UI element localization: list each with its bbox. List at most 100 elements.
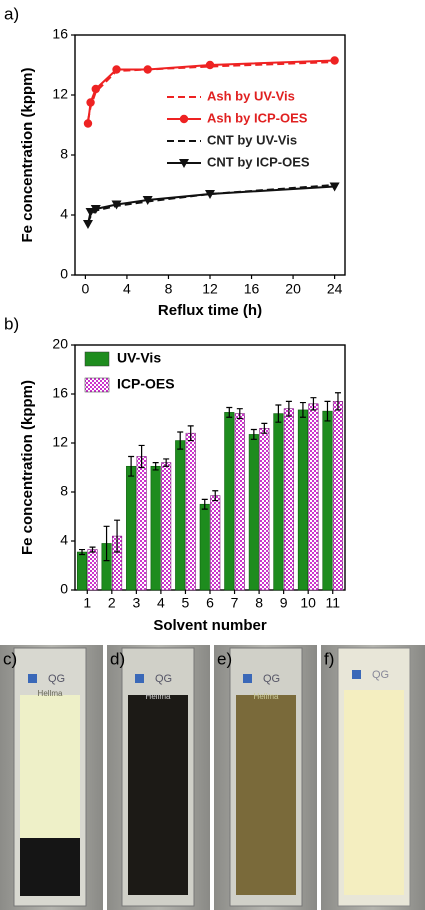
y-axis-title: Fe concentration (kppm) [19, 380, 36, 555]
error-bar [299, 401, 306, 418]
y-tick-label: 8 [60, 483, 68, 499]
x-tick-label: 2 [108, 595, 116, 611]
bar [87, 549, 98, 591]
error-bar [236, 408, 243, 420]
photo-e: QG Hellma e) [214, 645, 317, 910]
error-bar [114, 519, 121, 553]
error-bar [89, 546, 96, 553]
y-tick-label: 0 [60, 266, 68, 282]
bar [224, 412, 235, 591]
legend-marker [179, 159, 189, 168]
bar [332, 401, 344, 591]
marker [112, 65, 121, 74]
liquid [236, 695, 296, 895]
photo-f: QG f) [321, 645, 425, 910]
x-tick-label: 11 [325, 595, 340, 611]
x-tick-label: 16 [244, 281, 260, 297]
logo-square [135, 674, 144, 683]
error-bar [79, 548, 86, 556]
marker [85, 208, 96, 217]
legend-label: CNT by ICP-OES [207, 154, 310, 169]
y-tick-label: 16 [52, 385, 68, 401]
x-tick-label: 8 [165, 281, 173, 297]
logo-text: QG [155, 673, 172, 685]
marker [330, 56, 339, 65]
bar [297, 409, 308, 591]
marker [86, 98, 95, 107]
y-tick-label: 12 [52, 86, 68, 102]
marker [83, 119, 93, 128]
bar [199, 503, 210, 591]
logo-square [352, 670, 361, 679]
marker [91, 84, 100, 94]
photos: QG Hellma c) QG Hellma d) QG Hellma e) Q… [0, 645, 425, 910]
y-tick-label: 4 [60, 532, 68, 548]
marker [111, 200, 122, 210]
bar [248, 434, 259, 591]
brand-text: Hellma [254, 692, 279, 701]
x-tick-label: 24 [327, 281, 343, 297]
x-tick-label: 20 [285, 281, 301, 297]
x-tick-label: 9 [280, 595, 288, 611]
x-tick-label: 4 [123, 281, 131, 297]
charts: a) Fe concentration (kppm) Reflux time (h)… [4, 4, 346, 634]
brand-text: Hellma [146, 692, 171, 701]
logo-square [243, 674, 252, 683]
panel-label: c) [3, 649, 17, 668]
bar [308, 403, 319, 591]
error-bar [138, 444, 145, 469]
x-axis-title: Solvent number [153, 617, 267, 634]
marker [82, 220, 93, 229]
photo-d: QG Hellma d) [107, 645, 210, 910]
liquid [344, 690, 404, 895]
liquid [128, 695, 188, 895]
marker [143, 65, 152, 74]
bar [76, 551, 88, 591]
logo-text: QG [48, 673, 65, 685]
x-tick-label: 8 [255, 595, 263, 611]
x-tick-label: 3 [132, 595, 140, 611]
y-tick-label: 4 [60, 206, 68, 222]
sediment [20, 838, 80, 896]
x-tick-label: 7 [231, 595, 239, 611]
error-bar [275, 404, 282, 423]
bar [210, 495, 221, 591]
panel-label: e) [217, 649, 232, 668]
marker [90, 205, 101, 214]
x-tick-label: 0 [81, 281, 89, 297]
panel-label: b) [4, 314, 19, 333]
legend-swatch [84, 377, 110, 393]
bar [283, 408, 294, 591]
legend-swatch [84, 351, 110, 367]
marker [205, 190, 215, 199]
panel-label: f) [324, 649, 334, 668]
marker [329, 182, 340, 192]
y-tick-label: 16 [52, 26, 68, 42]
error-bar [201, 498, 208, 510]
legend-label: Ash by ICP-OES [207, 110, 308, 125]
x-tick-label: 4 [157, 595, 165, 611]
error-bar [334, 392, 341, 411]
error-bar [310, 397, 317, 411]
x-tick-label: 10 [300, 595, 316, 611]
panel-label: d) [110, 649, 125, 668]
error-bar [250, 428, 257, 440]
y-tick-label: 12 [52, 434, 68, 450]
legend-marker [179, 114, 189, 124]
photo-c: QG Hellma c) [0, 645, 103, 910]
error-bar [261, 422, 268, 434]
legend-label: CNT by UV-Vis [207, 132, 297, 147]
error-bar [163, 458, 170, 467]
bar [322, 410, 333, 591]
error-bar [152, 462, 159, 471]
bar [136, 456, 147, 591]
marker [205, 60, 215, 70]
y-tick-label: 20 [52, 336, 68, 352]
bar [234, 413, 245, 591]
y-tick-label: 0 [60, 581, 68, 597]
y-axis-title: Fe concentration (kppm) [19, 67, 36, 242]
error-bar [324, 400, 331, 422]
bar [259, 427, 270, 591]
x-tick-label: 5 [182, 595, 190, 611]
brand-text: Hellma [38, 689, 63, 698]
